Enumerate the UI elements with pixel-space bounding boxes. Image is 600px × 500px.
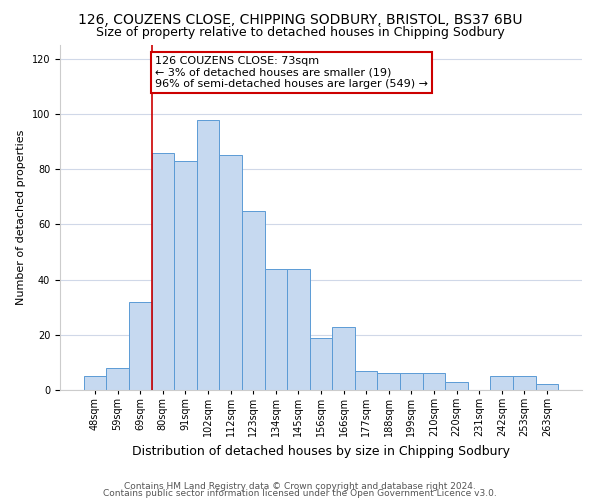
Text: 126 COUZENS CLOSE: 73sqm
← 3% of detached houses are smaller (19)
96% of semi-de: 126 COUZENS CLOSE: 73sqm ← 3% of detache…: [155, 56, 428, 89]
Bar: [106, 368, 129, 390]
Bar: [242, 210, 265, 390]
Bar: [377, 374, 400, 390]
Bar: [422, 374, 445, 390]
Bar: [513, 376, 536, 390]
X-axis label: Distribution of detached houses by size in Chipping Sodbury: Distribution of detached houses by size …: [132, 444, 510, 458]
Bar: [355, 370, 377, 390]
Bar: [174, 161, 197, 390]
Bar: [310, 338, 332, 390]
Text: Contains HM Land Registry data © Crown copyright and database right 2024.: Contains HM Land Registry data © Crown c…: [124, 482, 476, 491]
Text: Contains public sector information licensed under the Open Government Licence v3: Contains public sector information licen…: [103, 489, 497, 498]
Bar: [490, 376, 513, 390]
Y-axis label: Number of detached properties: Number of detached properties: [16, 130, 26, 305]
Bar: [332, 326, 355, 390]
Bar: [197, 120, 220, 390]
Bar: [129, 302, 152, 390]
Bar: [445, 382, 468, 390]
Bar: [220, 156, 242, 390]
Bar: [152, 152, 174, 390]
Text: Size of property relative to detached houses in Chipping Sodbury: Size of property relative to detached ho…: [95, 26, 505, 39]
Bar: [536, 384, 558, 390]
Bar: [400, 374, 422, 390]
Bar: [265, 268, 287, 390]
Text: 126, COUZENS CLOSE, CHIPPING SODBURY, BRISTOL, BS37 6BU: 126, COUZENS CLOSE, CHIPPING SODBURY, BR…: [78, 12, 522, 26]
Bar: [287, 268, 310, 390]
Bar: [84, 376, 106, 390]
